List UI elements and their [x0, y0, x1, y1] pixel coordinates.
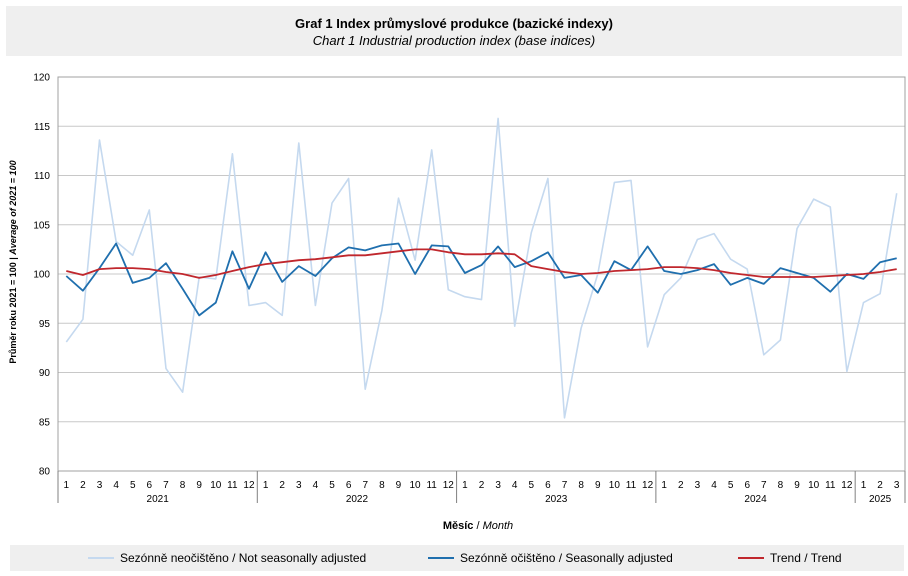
x-tick-label: 11 — [825, 480, 836, 491]
x-tick-label: 4 — [512, 480, 518, 491]
x-tick-label: 7 — [163, 480, 169, 491]
legend-label-trend: Trend / Trend — [770, 551, 842, 565]
x-tick-label: 1 — [661, 480, 667, 491]
series-line-trend — [66, 248, 897, 279]
legend-swatch-trend — [738, 557, 764, 559]
y-axis-ticks: 80 85 90 95 100 105 110 115 120 — [33, 73, 50, 478]
y-tick-label: 120 — [33, 73, 50, 84]
chart-subtitle: Chart 1 Industrial production index (bas… — [312, 33, 596, 48]
y-tick-label: 85 — [39, 417, 51, 428]
x-tick-label: 2 — [80, 480, 86, 491]
x-tick-label: 2 — [479, 480, 485, 491]
x-tick-label: 4 — [113, 480, 119, 491]
x-tick-label: 10 — [808, 480, 820, 491]
x-tick-label: 1 — [263, 480, 269, 491]
year-label: 2022 — [346, 494, 369, 505]
series-line-seasonally-adjusted — [65, 242, 897, 317]
year-label: 2025 — [869, 494, 892, 505]
x-tick-label: 7 — [362, 480, 368, 491]
x-tick-label: 8 — [578, 480, 584, 491]
x-tick-label: 8 — [379, 480, 385, 491]
x-tick-label: 9 — [396, 480, 402, 491]
grid-lines — [57, 76, 906, 472]
legend-item-not-adjusted: Sezónně neočištěno / Not seasonally adju… — [88, 551, 366, 565]
x-tick-label: 12 — [841, 480, 853, 491]
year-label: 2024 — [744, 494, 767, 505]
x-tick-label: 3 — [97, 480, 103, 491]
legend-item-seasonally-adjusted: Sezónně očištěno / Seasonally adjusted — [428, 551, 673, 565]
x-tick-label: 4 — [313, 480, 319, 491]
y-tick-label: 80 — [39, 467, 51, 478]
y-axis-label: Průměr roku 2021 = 100 | Average of 2021… — [8, 160, 18, 363]
x-tick-label: 1 — [64, 480, 70, 491]
chart-legend: Sezónně neočištěno / Not seasonally adju… — [10, 545, 904, 571]
x-axis-label: Měsíc / Month — [443, 520, 513, 532]
legend-swatch-seasonally-adjusted — [428, 557, 454, 559]
legend-label-not-adjusted: Sezónně neočištěno / Not seasonally adju… — [120, 551, 367, 565]
x-tick-label: 6 — [545, 480, 551, 491]
x-tick-label: 8 — [778, 480, 784, 491]
legend-swatch-not-adjusted — [88, 557, 114, 559]
x-tick-label: 4 — [711, 480, 717, 491]
x-tick-label: 10 — [609, 480, 621, 491]
x-tick-label: 10 — [410, 480, 422, 491]
y-tick-label: 105 — [33, 220, 50, 231]
x-tick-label: 3 — [695, 480, 701, 491]
x-tick-label: 7 — [562, 480, 568, 491]
y-tick-label: 95 — [39, 319, 51, 330]
x-axis: 1 2 3 4 5 6 7 8 9 10 11 12 1 2 3 4 5 6 7 8 9 10 11 12 1 2 3 4 5 6 7 8 9 1… — [57, 471, 906, 505]
x-tick-label: 3 — [495, 480, 501, 491]
y-tick-label: 115 — [34, 122, 50, 133]
plot-area-border — [57, 76, 906, 472]
legend-label-seasonally-adjusted: Sezónně očištěno / Seasonally adjusted — [460, 551, 673, 565]
chart-title-box: Graf 1 Index průmyslové produkce (bazick… — [6, 6, 902, 56]
x-tick-label: 2 — [279, 480, 285, 491]
x-tick-label: 10 — [210, 480, 222, 491]
x-tick-label: 8 — [180, 480, 186, 491]
x-tick-label: 1 — [462, 480, 468, 491]
x-tick-label: 11 — [426, 480, 437, 491]
x-tick-label: 11 — [227, 480, 238, 491]
x-tick-label: 6 — [346, 480, 352, 491]
x-tick-label: 9 — [595, 480, 601, 491]
x-tick-label: 2 — [877, 480, 883, 491]
x-tick-label: 12 — [243, 480, 255, 491]
x-tick-label: 9 — [196, 480, 202, 491]
y-tick-label: 110 — [34, 171, 50, 182]
y-tick-label: 90 — [39, 368, 51, 379]
legend-item-trend: Trend / Trend — [738, 551, 842, 565]
year-label: 2023 — [545, 494, 568, 505]
x-tick-label: 3 — [894, 480, 900, 491]
x-tick-label: 5 — [130, 480, 136, 491]
year-label: 2021 — [147, 494, 170, 505]
y-tick-label: 100 — [33, 270, 50, 281]
x-tick-label: 12 — [642, 480, 654, 491]
x-tick-label: 5 — [329, 480, 335, 491]
x-tick-label: 12 — [443, 480, 455, 491]
chart-title: Graf 1 Index průmyslové produkce (bazick… — [295, 16, 613, 31]
x-tick-label: 9 — [794, 480, 800, 491]
x-tick-label: 1 — [861, 480, 867, 491]
x-tick-label: 11 — [626, 480, 637, 491]
x-tick-label: 5 — [728, 480, 734, 491]
x-tick-label: 6 — [147, 480, 153, 491]
x-tick-label: 5 — [529, 480, 535, 491]
x-tick-label: 6 — [744, 480, 750, 491]
x-tick-label: 3 — [296, 480, 302, 491]
x-tick-label: 2 — [678, 480, 684, 491]
series-lines — [65, 117, 898, 419]
x-tick-label: 7 — [761, 480, 767, 491]
